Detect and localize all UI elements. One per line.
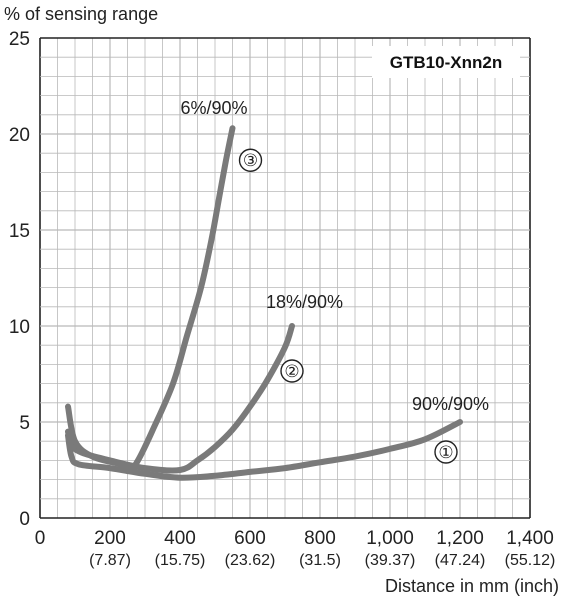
x-tick-inch-label: (23.62): [225, 552, 276, 569]
x-axis-title: Distance in mm (inch): [385, 576, 559, 596]
x-tick-inch-label: (7.87): [89, 552, 131, 569]
series-line: [65, 419, 463, 481]
series-name-label: 90%/90%: [412, 394, 489, 414]
x-tick-label: 0: [35, 528, 46, 549]
grid: [39, 37, 531, 519]
series-name-label: 6%/90%: [181, 98, 248, 118]
y-axis-title: % of sensing range: [4, 4, 158, 24]
x-tick-label: 200: [94, 528, 126, 549]
series-marker-circle: [434, 440, 458, 464]
y-tick-label: 10: [9, 317, 30, 338]
x-tick-inch-label: (55.12): [505, 552, 556, 569]
x-tick-label: 800: [304, 528, 336, 549]
series-line: [65, 125, 236, 472]
series-name-label: 18%/90%: [266, 292, 343, 312]
x-tick-label: 400: [164, 528, 196, 549]
series-marker-circle: [238, 148, 263, 172]
x-tick-inch-label: (15.75): [155, 552, 206, 569]
x-tick-label: 1,000: [366, 528, 414, 549]
y-tick-label: 25: [9, 29, 30, 50]
y-tick-labels: 0 5 10 15 20 25: [9, 29, 30, 530]
series-marker-number: ③: [243, 151, 258, 170]
series-marker-number: ①: [438, 443, 453, 462]
x-tick-label: 1,400: [506, 528, 554, 549]
y-tick-label: 15: [9, 221, 30, 242]
y-tick-label: 20: [9, 125, 30, 146]
series-marker-number: ②: [284, 362, 299, 381]
x-tick-inch-label: (31.5): [299, 552, 341, 569]
series-marker-circle: [280, 359, 304, 383]
x-tick-labels: 0 200 (7.87) 400 (15.75) 600 (23.62) 800 (31.5) 1…: [35, 528, 556, 569]
model-label: GTB10-Xnn2n: [390, 53, 502, 72]
y-tick-label: 5: [19, 413, 30, 434]
y-tick-label: 0: [19, 509, 30, 530]
x-tick-inch-label: (39.37): [365, 552, 416, 569]
x-tick-label: 600: [234, 528, 266, 549]
x-tick-inch-label: (47.24): [435, 552, 486, 569]
series-group: 90%/90% ① 18%/90% ② 6%/90% ③: [65, 98, 489, 481]
x-tick-label: 1,200: [436, 528, 484, 549]
model-label-box: [372, 46, 520, 78]
